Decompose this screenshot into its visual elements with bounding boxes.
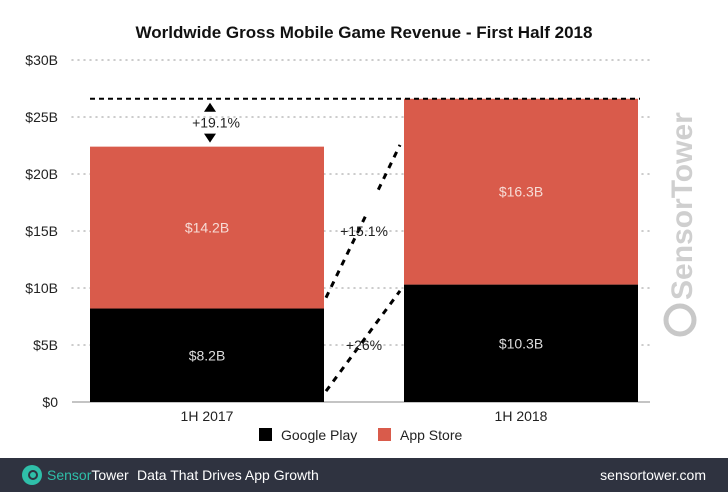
legend-label-google-play: Google Play — [281, 427, 357, 443]
chart-title: Worldwide Gross Mobile Game Revenue - Fi… — [136, 23, 593, 42]
footer-bar: SensorTower Data That Drives App Growth … — [0, 458, 728, 492]
footer-brand: SensorTower — [47, 467, 129, 483]
y-tick-label: $20B — [25, 166, 58, 182]
bar-app-store — [90, 146, 324, 309]
legend-swatch-google-play — [259, 428, 272, 441]
brand-tower: Tower — [91, 467, 129, 483]
legend-label-app-store: App Store — [400, 427, 462, 443]
y-tick-label: $10B — [25, 280, 58, 296]
bar-value-label: $8.2B — [189, 347, 226, 363]
total-growth-label: +19.1% — [192, 115, 240, 131]
bar-value-label: $10.3B — [499, 335, 543, 351]
connector-app-store — [324, 144, 402, 299]
google-play-growth-label: +26% — [346, 337, 382, 353]
bar-google-play — [404, 284, 638, 402]
bar-value-label: $14.2B — [185, 220, 229, 236]
y-tick-label: $25B — [25, 109, 58, 125]
brand-sensor: Sensor — [47, 467, 92, 483]
legend-swatch-app-store — [378, 428, 391, 441]
watermark: SensorTower — [666, 112, 699, 300]
y-tick-label: $5B — [33, 337, 58, 353]
app-store-growth-label: +15.1% — [340, 223, 388, 239]
x-tick-label: 1H 2018 — [495, 408, 548, 424]
connector-google-play — [324, 289, 402, 393]
bar-value-label: $16.3B — [499, 184, 543, 200]
chart: Worldwide Gross Mobile Game Revenue - Fi… — [25, 23, 699, 443]
watermark-logo-icon — [663, 303, 697, 337]
x-tick-label: 1H 2017 — [181, 408, 234, 424]
footer-tagline: Data That Drives App Growth — [137, 467, 319, 483]
arrow-up-icon — [204, 102, 216, 112]
y-tick-label: $0 — [42, 394, 58, 410]
bar-google-play — [90, 308, 324, 402]
arrow-down-icon — [204, 133, 216, 143]
y-tick-label: $15B — [25, 223, 58, 239]
label-bg — [332, 191, 394, 214]
footer-url[interactable]: sensortower.com — [600, 467, 706, 483]
bar-app-store — [404, 98, 638, 285]
sensortower-logo-icon — [22, 465, 42, 485]
y-tick-label: $30B — [25, 52, 58, 68]
